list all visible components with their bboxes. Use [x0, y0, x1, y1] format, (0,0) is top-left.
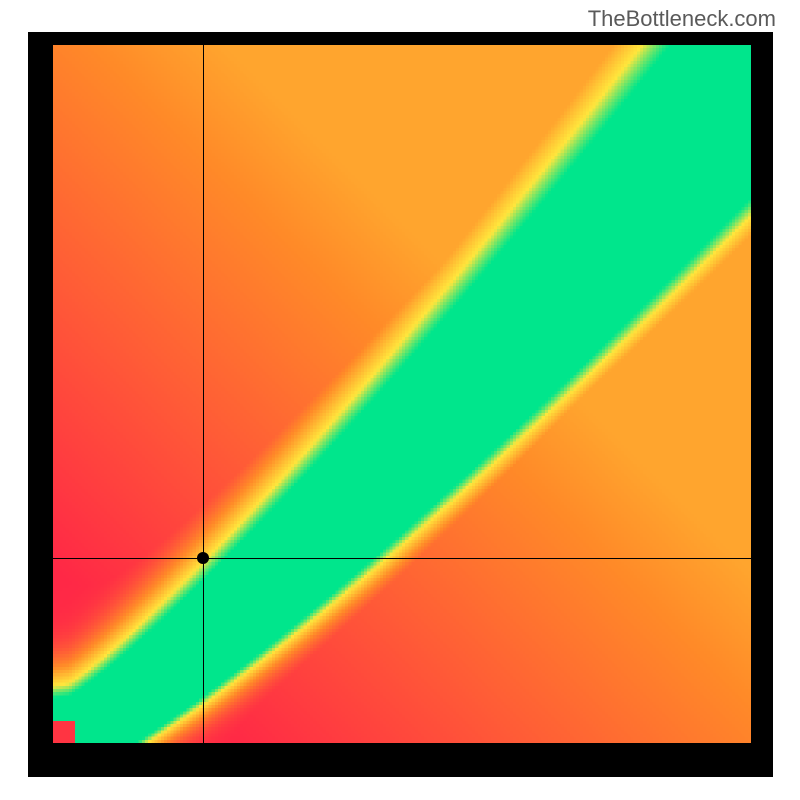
crosshair-horizontal-line [53, 558, 751, 559]
crosshair-vertical-line [203, 45, 204, 743]
heatmap-canvas [53, 45, 751, 743]
watermark-text: TheBottleneck.com [588, 6, 776, 32]
chart-frame [28, 32, 773, 777]
heatmap-plot [53, 45, 751, 743]
root-container: TheBottleneck.com [0, 0, 800, 800]
crosshair-marker-dot [197, 552, 209, 564]
